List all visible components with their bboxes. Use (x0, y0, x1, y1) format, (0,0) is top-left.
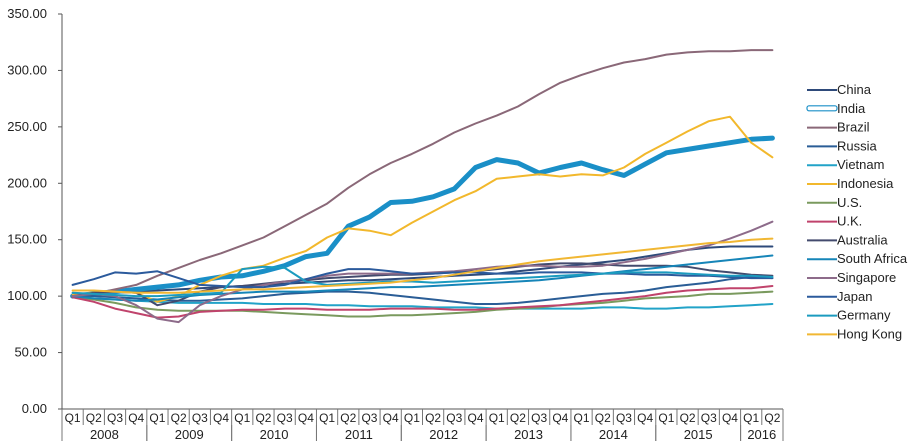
quarter-label: Q3 (701, 411, 717, 425)
quarter-label: Q1 (65, 411, 81, 425)
year-label: 2013 (514, 427, 543, 442)
quarter-label: Q1 (574, 411, 590, 425)
quarter-label: Q4 (213, 411, 229, 425)
year-label: 2008 (90, 427, 119, 442)
year-label: 2016 (747, 427, 776, 442)
quarter-label: Q2 (340, 411, 356, 425)
year-label: 2011 (345, 427, 373, 442)
legend-label: U.S. (837, 195, 862, 210)
legend-label: Hong Kong (837, 326, 902, 341)
quarter-label: Q1 (743, 411, 759, 425)
legend-label: Brazil (837, 120, 870, 135)
legend-label: Japan (837, 289, 872, 304)
quarter-label: Q3 (361, 411, 377, 425)
legend-swatch (806, 105, 838, 112)
quarter-label: Q4 (383, 411, 399, 425)
quarter-label: Q2 (86, 411, 102, 425)
legend-item-vietnam: Vietnam (807, 157, 884, 172)
quarter-label: Q4 (468, 411, 484, 425)
quarter-label: Q2 (171, 411, 187, 425)
legend-item-australia: Australia (807, 232, 888, 247)
series-line-brazil (71, 49, 774, 298)
quarter-label: Q2 (425, 411, 441, 425)
quarter-label: Q3 (192, 411, 208, 425)
y-tick-label: 250.00 (7, 119, 47, 134)
legend-item-india: India (806, 101, 866, 116)
legend-label: Australia (837, 232, 888, 247)
quarter-label: Q3 (277, 411, 293, 425)
series-line-hong-kong (71, 237, 774, 294)
legend-item-indonesia: Indonesia (807, 176, 894, 191)
y-tick-label: 200.00 (7, 175, 47, 190)
quarter-label: Q2 (255, 411, 271, 425)
quarter-label: Q3 (616, 411, 632, 425)
series-line-india (70, 135, 775, 299)
y-tick-label: 150.00 (7, 232, 47, 247)
year-label: 2014 (599, 427, 628, 442)
y-tick-label: 300.00 (7, 62, 47, 77)
series-line-vietnam (71, 296, 774, 310)
y-tick-label: 350.00 (7, 6, 47, 21)
y-tick-label: 0.00 (22, 401, 47, 416)
series-layer (70, 49, 775, 324)
series-line-u-s (71, 290, 774, 318)
legend-label: Germany (837, 308, 891, 323)
legend-item-japan: Japan (807, 289, 872, 304)
series-line-china (71, 245, 774, 298)
quarter-label: Q4 (722, 411, 738, 425)
series-line-russia (71, 276, 774, 305)
legend-label: South Africa (837, 251, 908, 266)
legend-label: Vietnam (837, 157, 884, 172)
year-label: 2012 (429, 427, 458, 442)
y-tick-label: 100.00 (7, 288, 47, 303)
series-line-japan (71, 268, 774, 289)
legend-item-south-africa: South Africa (807, 251, 908, 266)
legend-item-singapore: Singapore (807, 270, 896, 285)
quarter-label: Q2 (680, 411, 696, 425)
quarter-label: Q4 (298, 411, 314, 425)
quarter-label: Q1 (319, 411, 335, 425)
y-tick-label: 50.00 (14, 345, 47, 360)
legend-item-germany: Germany (807, 308, 891, 323)
quarter-label: Q1 (234, 411, 250, 425)
legend-item-u-s: U.S. (807, 195, 862, 210)
legend-label: Indonesia (837, 176, 894, 191)
legend-label: Russia (837, 138, 878, 153)
legend-item-u-k: U.K. (807, 214, 862, 229)
legend-item-brazil: Brazil (807, 120, 870, 135)
legend-item-china: China (807, 82, 872, 97)
quarter-label: Q4 (552, 411, 568, 425)
series-line-indonesia (71, 115, 774, 303)
quarter-label: Q3 (531, 411, 547, 425)
quarter-label: Q3 (107, 411, 123, 425)
quarter-label: Q1 (489, 411, 505, 425)
year-label: 2010 (260, 427, 289, 442)
quarter-label: Q2 (510, 411, 526, 425)
quarter-label: Q1 (149, 411, 165, 425)
legend: China India Brazil Russia Vietnam Indonesia U.… (806, 82, 908, 341)
legend-item-hong-kong: Hong Kong (807, 326, 902, 341)
quarter-label: Q4 (128, 411, 144, 425)
series-line-germany (71, 265, 774, 298)
quarter-label: Q4 (637, 411, 653, 425)
legend-label: Singapore (837, 270, 896, 285)
chart-axes: 0.00 50.00 100.00 150.00 200.00 250.00 300.00 3… (7, 6, 784, 442)
year-label: 2009 (175, 427, 204, 442)
legend-label: U.K. (837, 214, 862, 229)
series-line-south-africa (71, 254, 774, 302)
quarter-label: Q2 (764, 411, 780, 425)
quarter-label: Q1 (658, 411, 674, 425)
legend-label: China (837, 82, 872, 97)
year-label: 2015 (684, 427, 713, 442)
quarter-label: Q1 (404, 411, 420, 425)
legend-item-russia: Russia (807, 138, 878, 153)
legend-label: India (837, 101, 866, 116)
quarter-label: Q3 (446, 411, 462, 425)
quarter-label: Q2 (595, 411, 611, 425)
